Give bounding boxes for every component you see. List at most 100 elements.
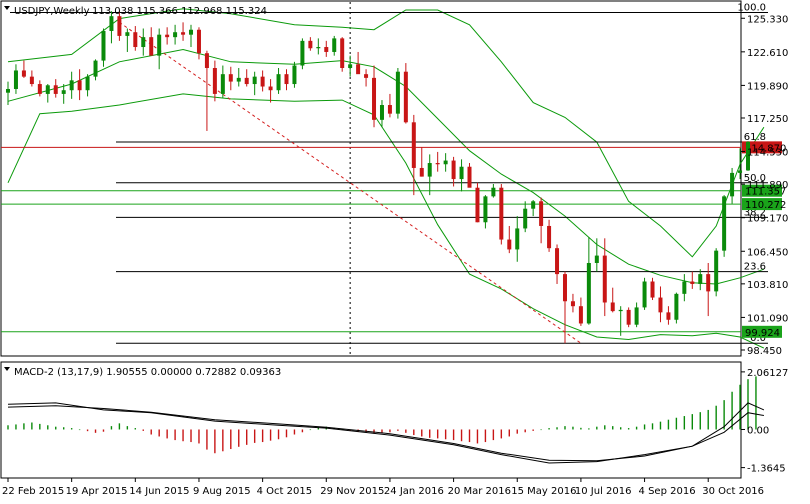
candle-body — [6, 88, 10, 93]
candle-body — [443, 160, 448, 165]
candle-body — [157, 34, 162, 56]
candle-body — [69, 80, 74, 91]
price-axis-label: 125.330 — [747, 14, 788, 25]
price-tag-label: 114.870 — [745, 143, 786, 154]
macd-histogram-bar — [675, 417, 678, 430]
macd-histogram-bar — [436, 429, 439, 439]
candle-body — [101, 30, 106, 61]
macd-histogram-bar — [285, 429, 288, 438]
macd-layer: 2.06127 0.00 -1.3645 — [7, 368, 788, 475]
macd-histogram-bar — [468, 429, 471, 443]
candle-body — [475, 187, 480, 223]
macd-menu-arrow-icon[interactable] — [4, 367, 10, 371]
candle-body — [578, 306, 583, 324]
candle-body — [109, 16, 114, 31]
fib-level-label: 61.8 — [744, 132, 766, 143]
time-axis: 22 Feb 2015 19 Apr 2015 14 Jun 2015 9 Aug 2… — [2, 478, 764, 497]
candle-body — [499, 187, 504, 240]
candles-layer — [6, 11, 750, 344]
macd-histogram-bar — [7, 425, 9, 430]
bollinger-lower-band — [7, 93, 765, 349]
macd-histogram-bar — [667, 419, 670, 430]
time-axis-label: 10 Jul 2016 — [575, 486, 632, 497]
price-axis-label: 114.530 — [747, 148, 788, 159]
candle-body — [252, 76, 257, 85]
macd-histogram-bar — [293, 429, 296, 435]
candle-body — [555, 248, 560, 275]
macd-histogram-bar — [604, 425, 606, 430]
dashed-trendline — [119, 21, 582, 344]
macd-histogram-bar — [126, 426, 129, 430]
macd-histogram-bar — [190, 429, 192, 443]
candle-body — [730, 172, 735, 197]
candle-body — [149, 37, 154, 56]
fib-level-label: 50.0 — [744, 173, 766, 184]
candle-body — [451, 160, 456, 180]
macd-histogram-bar — [405, 429, 407, 433]
macd-histogram-bar — [643, 424, 646, 430]
candle-body — [300, 40, 305, 66]
macd-histogram-bar — [166, 429, 168, 439]
candle-body — [316, 47, 321, 49]
macd-histogram-bar — [62, 427, 65, 430]
candle-body — [173, 32, 178, 38]
candle-body — [117, 16, 122, 36]
macd-histogram-bar — [492, 429, 495, 441]
macd-histogram-bar — [31, 422, 33, 430]
candle-body — [634, 307, 639, 325]
candle-body — [21, 70, 26, 77]
fib-level-label: 38.2 — [744, 207, 766, 218]
price-tag-label: 99.924 — [745, 328, 780, 339]
price-axis-label: 122.610 — [747, 48, 788, 59]
candle-body — [666, 312, 671, 320]
candle-body — [196, 29, 201, 54]
candle-body — [411, 122, 416, 168]
candle-body — [45, 85, 50, 94]
macd-histogram-bar — [484, 429, 487, 443]
fib-level-label: 23.6 — [744, 262, 766, 273]
candle-body — [650, 281, 655, 298]
macd-histogram-bar — [118, 423, 121, 430]
macd-histogram-bar — [94, 429, 97, 433]
price-tag — [742, 141, 782, 154]
candle-body — [324, 47, 329, 52]
macd-axis-label: -1.3645 — [747, 464, 786, 475]
time-axis-label: 29 Nov 2015 — [320, 486, 384, 497]
candle-body — [698, 274, 703, 284]
macd-histogram-bar — [413, 429, 415, 436]
candle-body — [539, 201, 544, 226]
macd-histogram-bar — [627, 428, 630, 430]
time-axis-label: 19 Apr 2015 — [66, 486, 128, 497]
candle-body — [236, 77, 241, 82]
candle-body — [706, 274, 711, 292]
bollinger-upper-band — [7, 8, 765, 258]
candle-body — [562, 274, 567, 302]
macd-histogram-bar — [635, 426, 638, 430]
price-axis-label: 98.450 — [747, 346, 782, 357]
candle-body — [531, 201, 536, 209]
macd-histogram-bar — [55, 426, 57, 430]
time-axis-label: 9 Aug 2015 — [193, 486, 251, 497]
candle-body — [141, 37, 146, 48]
candle-body — [125, 32, 130, 36]
candle-body — [348, 64, 353, 69]
macd-histogram-bar — [516, 429, 518, 434]
candle-body — [682, 281, 687, 294]
candle-body — [387, 105, 392, 114]
bollinger-middle-band — [7, 48, 765, 285]
candle-body — [228, 74, 233, 82]
fibonacci-levels: 100.0 61.8 50.0 38.2 23.6 0.0 — [10, 2, 768, 344]
macd-histogram-bar — [500, 429, 503, 439]
candle-body — [61, 90, 66, 94]
candle-body — [244, 77, 249, 85]
macd-histogram-bar — [110, 426, 113, 430]
chart-menu-arrow-icon[interactable] — [4, 6, 10, 10]
macd-histogram-bar — [261, 429, 264, 443]
candle-body — [547, 225, 552, 249]
macd-histogram-bar — [699, 412, 701, 430]
macd-histogram-bar — [651, 423, 654, 430]
fib-level-label: 0.0 — [750, 333, 766, 344]
price-axis: 125.330 122.610 119.890 117.250 114.530 111.8… — [741, 14, 788, 357]
macd-histogram-bar — [476, 429, 479, 444]
